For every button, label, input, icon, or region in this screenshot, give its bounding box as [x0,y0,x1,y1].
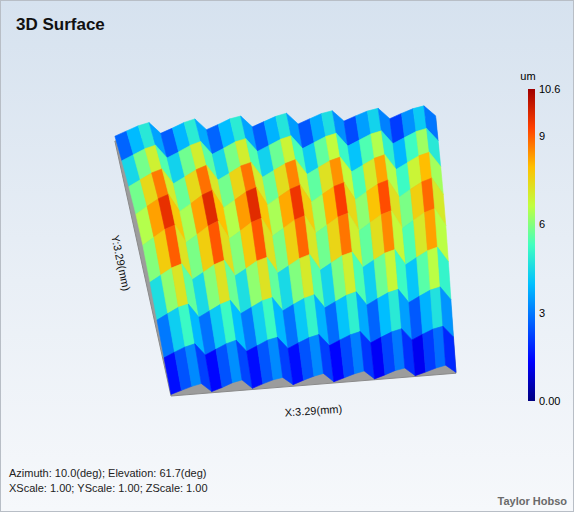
svg-text:Taylor Hobso: Taylor Hobso [498,495,568,507]
svg-text:um: um [520,70,535,82]
svg-text:10.6: 10.6 [539,83,560,95]
svg-text:3D Surface: 3D Surface [16,15,105,34]
svg-text:XScale: 1.00; YScale: 1.00; ZS: XScale: 1.00; YScale: 1.00; ZScale: 1.00 [9,482,208,494]
svg-text:X:3.29(mm): X:3.29(mm) [284,402,342,418]
svg-text:6: 6 [539,218,545,230]
svg-text:0.00: 0.00 [539,395,560,407]
svg-text:Azimuth: 10.0(deg); Elevation:: Azimuth: 10.0(deg); Elevation: 61.7(deg) [9,467,207,479]
svg-text:Y:3.29(mm): Y:3.29(mm) [109,234,133,292]
svg-text:3: 3 [539,307,545,319]
svg-text:9: 9 [539,130,545,142]
